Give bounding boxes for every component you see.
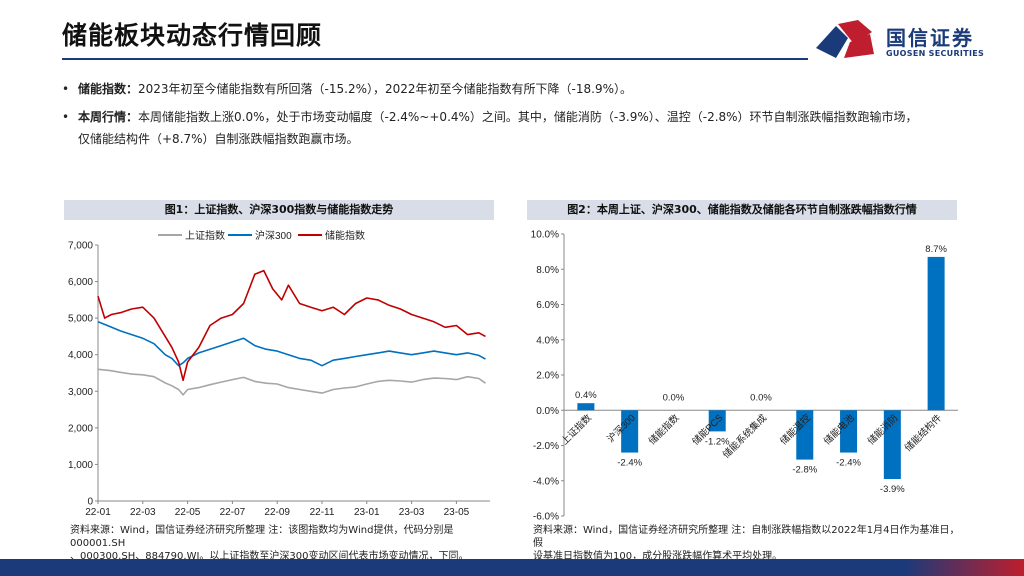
title-divider [62,58,808,60]
figure1-source: 资料来源：Wind，国信证券经济研究所整理 注：该图指数均为Wind提供，代码分… [70,524,500,563]
x-tick-label: 22-03 [130,507,156,518]
logo-text: 国信证券 [886,26,974,50]
bullet-text: 本周储能指数上涨0.0%，处于市场变动幅度（-2.4%~+0.4%）之间。其中，… [138,110,918,124]
logo-mark-icon [816,20,874,58]
bullet-dot: • [62,110,70,124]
x-tick-label: 22-09 [264,507,290,518]
y-tick-label: 0.0% [536,406,559,417]
category-label: 储能结构件 [902,412,944,454]
x-tick-label: 22-01 [85,507,111,518]
y-tick-label: 4.0% [536,335,559,346]
bar-沪深300 [621,410,639,453]
y-tick-label: 10.0% [531,230,559,241]
y-tick-label: 2,000 [68,423,93,434]
y-tick-label: 1,000 [68,460,93,471]
bullet-label: 本周行情： [78,110,139,124]
legend-label: 储能指数 [325,229,365,242]
figure2-title: 图2：本周上证、沪深300、储能指数及储能各环节自制涨跌幅指数行情 [527,200,957,220]
bar-上证指数 [577,403,595,411]
x-tick-label: 23-05 [444,507,470,518]
data-label: -2.8% [792,465,817,476]
figure1-source-line: 资料来源：Wind，国信证券经济研究所整理 注：该图指数均为Wind提供，代码分… [70,525,454,549]
bar-chart: -6.0% -4.0% -2.0% 0.0% 2.0% 4.0% 6.0% 8.0% 10.0%… [531,230,958,522]
data-label: -2.4% [836,458,861,469]
category-label: 储能指数 [646,412,682,448]
data-label: 0.0% [750,392,772,403]
y-tick-label: 2.0% [536,371,559,382]
legend-label: 上证指数 [185,229,225,242]
page-title: 储能板块动态行情回顾 [62,21,323,50]
legend-label: 沪深300 [255,229,292,242]
y-tick-label: 8.0% [536,265,559,276]
figure2-source-line: 资料来源：Wind，国信证券经济研究所整理 注：自制涨跌幅指数以2022年1月4… [533,525,960,549]
y-tick-label: 6.0% [536,300,559,311]
figure1-title: 图1：上证指数、沪深300指数与储能指数走势 [64,200,494,220]
y-tick-label: 4,000 [68,350,93,361]
x-tick-label: 23-03 [399,507,425,518]
footer-bar [0,559,1024,576]
y-tick-label: 3,000 [68,387,93,398]
bar-储能结构件 [927,256,945,411]
y-tick-label: 7,000 [68,241,93,252]
bar-储能电池 [840,410,858,453]
x-tick-label: 22-07 [220,507,246,518]
bullet-index: • 储能指数：2023年初至今储能指数有所回落（-15.2%），2022年初至今… [62,78,962,100]
y-tick-label: 5,000 [68,314,93,325]
bar-储能消防 [883,410,901,479]
y-tick-label: 6,000 [68,277,93,288]
line-chart: 0 1,000 2,000 3,000 4,000 5,000 6,000 7,000 22-0… [68,229,490,518]
figure2-source-line: 设基准日指数值为100，成分股涨跌幅作算术平均处理。 [533,551,783,562]
data-label: 0.4% [575,390,597,401]
series-line-储能指数 [97,269,486,382]
figure1-source-line: 、000300.SH、884790.WI。以上证指数至沪深300变动区间代表市场… [70,551,469,562]
x-tick-label: 22-05 [175,507,201,518]
footer-disclaimer: 请务必阅读正文之后的免责声明及其项下所有内容 [60,3,302,16]
data-label: -1.2% [705,436,730,447]
y-tick-label: -4.0% [533,476,559,487]
x-tick-label: 23-01 [354,507,380,518]
data-label: 0.0% [663,392,685,403]
bullet-text: 2023年初至今储能指数有所回落（-15.2%），2022年初至今储能指数有所下… [138,82,632,96]
footer-accent [904,559,1024,576]
bullet-dot: • [62,82,70,96]
y-tick-label: 0 [87,497,93,508]
logo-subtext: GUOSEN SECURITIES [886,49,985,58]
company-logo: 国信证券 GUOSEN SECURITIES [814,18,994,64]
bullet-label: 储能指数： [78,82,139,96]
bullet-weekly: • 本周行情：本周储能指数上涨0.0%，处于市场变动幅度（-2.4%~+0.4%… [62,106,962,128]
series-line-沪深300 [97,321,486,367]
bar-储能温控 [796,410,814,460]
x-tick-label: 22-11 [310,507,335,518]
bar-储能PCS [708,410,726,432]
figure2-source: 资料来源：Wind，国信证券经济研究所整理 注：自制涨跌幅指数以2022年1月4… [533,524,963,563]
data-label: -3.9% [880,484,905,495]
series-line-上证指数 [97,368,486,396]
y-tick-label: -6.0% [533,512,559,522]
bullet-text-continued: 仅储能结构件（+8.7%）自制涨跌幅指数跑赢市场。 [78,132,359,146]
bullet-weekly-cont: 仅储能结构件（+8.7%）自制涨跌幅指数跑赢市场。 [62,128,962,150]
data-label: -2.4% [617,458,642,469]
data-label: 8.7% [925,244,947,255]
y-tick-label: -2.0% [533,441,559,452]
